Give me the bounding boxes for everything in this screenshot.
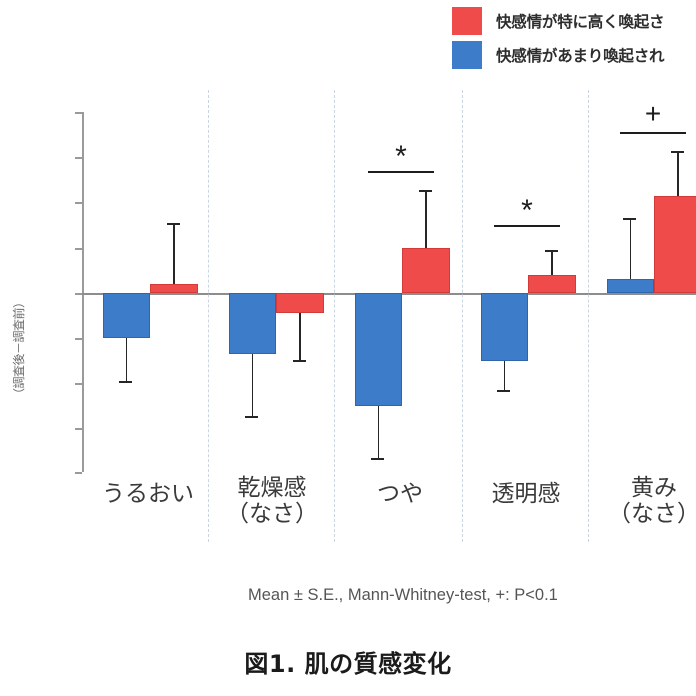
y-axis-tick [75, 428, 82, 430]
bar-red-toumeikan [528, 275, 576, 293]
category-label-toumeikan: 透明感 [466, 481, 586, 508]
bar-blue-toumeikan [481, 293, 528, 361]
y-axis-tick [75, 383, 82, 385]
bar-blue-uruoi [103, 293, 150, 338]
errorbar-cap-blue-uruoi [119, 381, 132, 383]
chart-legend: 快感情が特に高く喚起さ 快感情があまり喚起され [452, 4, 696, 72]
category-label-uruoi: うるおい [88, 481, 208, 508]
errorbar-red-toumeikan [551, 250, 553, 275]
errorbar-cap-blue-kansoukan [245, 416, 258, 418]
significance-mark-kimi: + [644, 98, 662, 129]
group-separator [462, 90, 463, 542]
y-axis-tick [75, 248, 82, 250]
category-label-line2: （なさ） [608, 500, 696, 527]
errorbar-blue-tsuya [377, 406, 380, 458]
bar-red-tsuya [402, 248, 450, 293]
plot-area: * * + [75, 90, 696, 542]
y-axis-tick [75, 157, 82, 159]
category-label-line1: うるおい [102, 481, 194, 507]
y-axis-title: （調査後－調査前） [12, 296, 26, 400]
group-separator [334, 90, 335, 542]
legend-item-red: 快感情が特に高く喚起さ [452, 4, 696, 38]
errorbar-blue-kimi [629, 218, 632, 279]
y-axis-tick [75, 202, 82, 204]
group-separator [588, 90, 589, 542]
errorbar-red-kansoukan [299, 313, 301, 360]
significance-line-tsuya [368, 171, 434, 174]
category-label-line1: 乾燥感 [237, 475, 307, 501]
bar-blue-tsuya [355, 293, 402, 406]
errorbar-cap-red-toumeikan [544, 250, 558, 252]
x-axis-category-labels: うるおい 乾燥感 （なさ） つや 透明感 黄み （なさ） [82, 475, 696, 556]
group-separator [208, 90, 209, 542]
bar-red-kansoukan [276, 293, 324, 313]
errorbar-cap-blue-tsuya [371, 458, 384, 460]
errorbar-red-tsuya [425, 190, 427, 248]
errorbar-cap-red-kimi [670, 151, 684, 153]
errorbar-blue-toumeikan [503, 361, 506, 390]
errorbar-cap-red-tsuya [418, 190, 432, 192]
errorbar-cap-red-uruoi [166, 223, 180, 225]
significance-mark-toumeikan: * [521, 194, 533, 227]
category-label-line1: つや [377, 481, 423, 507]
legend-swatch-red [452, 7, 482, 35]
bar-red-uruoi [150, 284, 198, 293]
category-label-line1: 透明感 [491, 481, 561, 507]
category-label-line1: 黄み [631, 475, 677, 501]
significance-mark-tsuya: * [395, 140, 407, 173]
y-axis-tick [75, 338, 82, 340]
figure-caption: 図1. 肌の質感変化 [244, 650, 452, 678]
legend-label-red: 快感情が特に高く喚起さ [496, 13, 665, 31]
chart-footnote: Mean ± S.E., Mann-Whitney-test, +: P<0.1 [248, 586, 558, 604]
errorbar-cap-blue-toumeikan [497, 390, 510, 392]
errorbar-red-uruoi [173, 223, 175, 284]
legend-swatch-blue [452, 41, 482, 69]
category-label-tsuya: つや [340, 481, 460, 508]
category-label-kimi: 黄み （なさ） [594, 475, 696, 528]
category-label-line2: （なさ） [226, 500, 318, 527]
significance-line-toumeikan [494, 225, 560, 228]
errorbar-cap-red-kansoukan [292, 360, 306, 362]
significance-line-kimi [620, 132, 686, 135]
y-axis-line [82, 112, 84, 472]
category-label-kansoukan: 乾燥感 （なさ） [212, 475, 332, 528]
errorbar-blue-kansoukan [251, 354, 254, 416]
legend-item-blue: 快感情があまり喚起され [452, 38, 696, 72]
errorbar-red-kimi [677, 151, 679, 196]
y-axis-tick [75, 293, 82, 295]
legend-label-blue: 快感情があまり喚起され [496, 47, 665, 65]
y-axis-tick [75, 112, 82, 114]
errorbar-cap-blue-kimi [623, 218, 636, 220]
y-axis-tick [75, 472, 82, 474]
bar-blue-kimi [607, 279, 654, 293]
bar-blue-kansoukan [229, 293, 276, 354]
bar-red-kimi [654, 196, 696, 293]
errorbar-blue-uruoi [125, 338, 128, 381]
